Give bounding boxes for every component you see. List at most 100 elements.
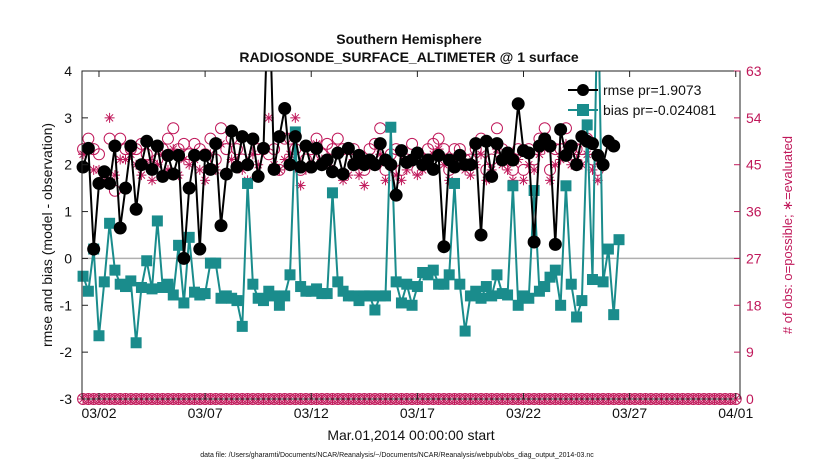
bias-point bbox=[268, 290, 280, 302]
rmse-point bbox=[320, 153, 334, 167]
bias-point bbox=[454, 278, 466, 290]
obs-evaluated-stroke bbox=[296, 181, 305, 190]
bias-point bbox=[539, 281, 551, 293]
legend-bias-marker bbox=[577, 104, 589, 116]
data-layer bbox=[76, 71, 742, 405]
obs-evaluated-stroke bbox=[397, 176, 406, 185]
rmse-point bbox=[129, 202, 143, 216]
rmse-point bbox=[304, 160, 318, 174]
bias-point bbox=[332, 276, 344, 288]
rmse-point bbox=[426, 162, 440, 176]
bias-point bbox=[449, 177, 461, 189]
y2-axis-label: # of obs: o=possible; ∗=evaluated bbox=[780, 136, 795, 334]
rmse-point bbox=[331, 146, 345, 160]
rmse-point bbox=[272, 130, 286, 144]
obs-evaluated-stroke bbox=[503, 166, 512, 174]
obs-evaluated-point bbox=[147, 175, 158, 186]
rmse-point bbox=[373, 137, 387, 151]
rmse-point bbox=[570, 158, 584, 172]
legend-bias-label: bias pr=-0.024081 bbox=[603, 102, 716, 118]
obs-evaluated-point bbox=[200, 175, 211, 186]
bias-point bbox=[549, 264, 561, 276]
rmse-point bbox=[432, 148, 446, 162]
rmse-point bbox=[87, 242, 101, 256]
bias-point bbox=[130, 337, 142, 349]
obs-evaluated-stroke bbox=[355, 171, 363, 180]
rmse-point bbox=[113, 221, 127, 235]
bias-point bbox=[231, 295, 243, 307]
bias-point bbox=[385, 121, 397, 133]
obs-evaluated-stroke bbox=[519, 176, 528, 185]
rmse-point bbox=[283, 158, 297, 172]
left-axis: -3 -2 -1 0 1 2 3 4 bbox=[60, 63, 88, 407]
rmse-point bbox=[267, 162, 281, 176]
x-tick-label: 03/22 bbox=[506, 405, 541, 421]
obs-evaluated-stroke bbox=[530, 166, 538, 174]
y-tick-label: 3 bbox=[64, 110, 72, 126]
bias-point bbox=[528, 184, 540, 196]
x-tick-label: 03/12 bbox=[294, 405, 329, 421]
bias-point bbox=[247, 278, 259, 290]
bias-point bbox=[284, 269, 296, 281]
rmse-point bbox=[522, 146, 536, 160]
legend: rmse pr=1.9073 bias pr=-0.024081 bbox=[568, 82, 716, 118]
rmse-point bbox=[134, 158, 148, 172]
rmse-point bbox=[448, 160, 462, 174]
bias-point bbox=[571, 311, 583, 323]
rmse-point bbox=[596, 158, 610, 172]
rmse-point bbox=[389, 188, 403, 202]
obs-possible-point bbox=[331, 132, 344, 145]
bias-point bbox=[141, 255, 153, 267]
obs-evaluated-stroke bbox=[360, 181, 369, 190]
rmse-point bbox=[463, 158, 477, 172]
bias-point bbox=[257, 295, 269, 307]
bias-point bbox=[326, 187, 338, 199]
bias-point bbox=[151, 215, 163, 227]
rmse-point bbox=[511, 97, 525, 111]
y2-tick-label: 36 bbox=[746, 204, 762, 220]
obs-evaluated-point bbox=[353, 170, 364, 181]
data-file-footnote: data file: /Users/gharamti/Documents/NCA… bbox=[200, 452, 594, 459]
rmse-point bbox=[203, 162, 217, 176]
obs-evaluated-point bbox=[104, 112, 115, 123]
bias-point bbox=[401, 278, 413, 290]
bias-point bbox=[597, 276, 609, 288]
x-axis-label: Mar.01,2014 00:00:00 start bbox=[327, 427, 494, 443]
bias-point bbox=[486, 290, 498, 302]
rmse-point bbox=[145, 162, 159, 176]
bias-point bbox=[544, 271, 556, 283]
bias-point bbox=[565, 278, 577, 290]
rmse-point bbox=[368, 158, 382, 172]
bias-point bbox=[443, 269, 455, 281]
y-tick-label: -3 bbox=[60, 391, 73, 407]
y-tick-label: 1 bbox=[64, 204, 72, 220]
rmse-point bbox=[564, 139, 578, 153]
rmse-point bbox=[219, 167, 233, 181]
bias-point bbox=[390, 276, 402, 288]
bias-point bbox=[480, 281, 492, 293]
legend-rmse-label: rmse pr=1.9073 bbox=[603, 82, 702, 98]
rmse-point bbox=[288, 130, 302, 144]
rmse-point bbox=[230, 160, 244, 174]
rmse-point bbox=[278, 101, 292, 115]
bias-point bbox=[475, 292, 487, 304]
obs-evaluated-stroke bbox=[593, 176, 602, 185]
bias-point bbox=[581, 119, 593, 131]
obs-evaluated-point bbox=[502, 164, 513, 175]
rmse-point bbox=[384, 158, 398, 172]
bias-point bbox=[523, 292, 535, 304]
rmse-point bbox=[251, 169, 265, 183]
bias-point bbox=[242, 177, 254, 189]
y-tick-label: 0 bbox=[64, 250, 72, 266]
rmse-point bbox=[177, 251, 191, 265]
obs-evaluated-point bbox=[545, 175, 556, 186]
x-tick-label: 03/07 bbox=[188, 405, 223, 421]
y2-tick-label: 0 bbox=[746, 391, 754, 407]
obs-evaluated-point bbox=[194, 164, 205, 175]
y-tick-label: -1 bbox=[60, 297, 73, 313]
obs-evaluated-stroke bbox=[466, 171, 475, 180]
obs-evaluated-stroke bbox=[195, 166, 204, 174]
rmse-point bbox=[193, 242, 207, 256]
bias-point bbox=[162, 278, 174, 290]
bias-point bbox=[109, 264, 121, 276]
